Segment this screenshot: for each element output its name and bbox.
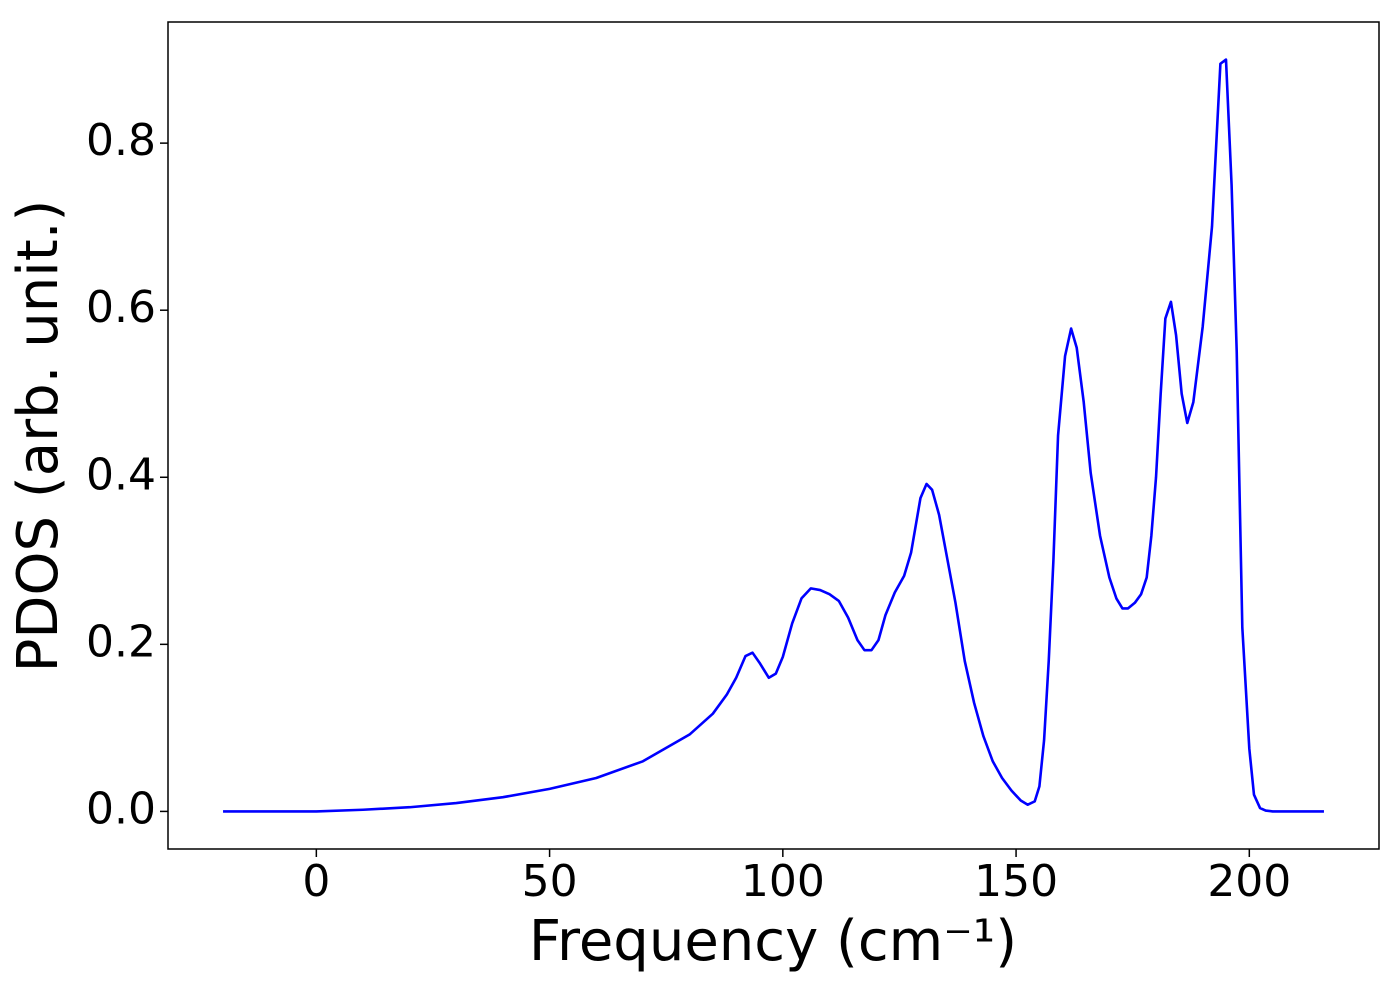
y-tick-label: 0.0 (86, 783, 156, 834)
x-axis-label: Frequency (cm⁻¹) (529, 909, 1017, 974)
x-tick-label: 50 (522, 856, 578, 907)
y-tick-label: 0.8 (86, 115, 156, 166)
x-tick-label: 100 (741, 856, 825, 907)
y-tick-label: 0.2 (86, 616, 156, 667)
y-axis-label: PDOS (arb. unit.) (6, 200, 71, 673)
x-tick-label: 200 (1207, 856, 1291, 907)
x-tick-label: 0 (302, 856, 330, 907)
data-line (223, 58, 1324, 813)
y-tick-label: 0.4 (86, 449, 156, 500)
plot-frame (167, 21, 1380, 850)
x-tick-label: 150 (974, 856, 1058, 907)
y-tick-label: 0.6 (86, 282, 156, 333)
